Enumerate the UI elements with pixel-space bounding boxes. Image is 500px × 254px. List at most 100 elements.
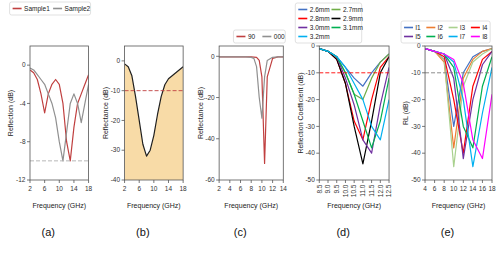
x-tick	[183, 180, 184, 183]
series-line	[425, 49, 492, 148]
legend-swatch	[331, 27, 340, 29]
x-tick	[492, 180, 493, 183]
x-tick-label: 6	[239, 185, 243, 192]
panel: -40-30-20-10026101418Frequency (GHz)Refl…	[102, 46, 187, 238]
legend-swatch	[298, 36, 307, 38]
y-tick	[316, 153, 319, 154]
legend-swatch	[471, 36, 480, 38]
y-tick	[27, 141, 30, 142]
reference-line	[425, 72, 492, 73]
y-tick	[422, 72, 425, 73]
y-tick-label: -40	[205, 135, 215, 142]
x-tick-label: 12.0	[377, 184, 384, 197]
area-fill	[125, 64, 184, 180]
legend-label: l1	[416, 24, 421, 31]
legend-swatch	[404, 27, 413, 29]
y-axis-label: RL (dB)	[402, 101, 410, 125]
x-tick-label: 12	[460, 185, 468, 192]
legend-swatch	[298, 27, 307, 29]
figure: -12-8-4026101418Frequency (GHz)Reflectio…	[0, 0, 500, 254]
series-line	[30, 68, 89, 161]
y-axis-label: Reflectance (dB)	[197, 87, 205, 139]
y-axis-label: Reflection Coefficient (dB)	[297, 72, 305, 153]
y-tick	[422, 46, 425, 47]
series-line	[219, 57, 283, 164]
x-tick	[328, 180, 329, 183]
x-tick-label: 10	[150, 185, 158, 192]
y-tick	[216, 138, 219, 139]
plot-data	[319, 49, 389, 164]
legend: Sample1 Sample2	[10, 2, 91, 15]
x-tick-label: 10	[258, 185, 266, 192]
x-tick	[73, 180, 74, 183]
x-tick	[168, 180, 169, 183]
y-tick-label: -30	[411, 123, 421, 130]
legend-label: 2.7mm	[343, 6, 363, 13]
x-axis-label: Frequency (GHz)	[32, 202, 86, 210]
plot-area	[319, 46, 389, 180]
y-tick-label: 0	[116, 57, 120, 64]
legend-label: l3	[460, 24, 465, 31]
y-tick-label: 0	[22, 61, 26, 68]
panel-label: (a)	[42, 226, 55, 238]
x-tick	[261, 180, 262, 183]
legend-label: 2.8mm	[310, 15, 330, 22]
x-axis-label: Frequency (GHz)	[327, 202, 381, 210]
x-tick	[30, 180, 31, 183]
x-tick	[354, 180, 355, 183]
legend-label: Sample2	[65, 5, 91, 13]
y-tick-label: -20	[411, 96, 421, 103]
plot-frame	[425, 46, 492, 180]
x-tick-label: 12	[269, 185, 277, 192]
y-tick-label: -20	[205, 94, 215, 101]
x-tick	[229, 180, 230, 183]
panel: -12-8-4026101418Frequency (GHz)Reflectio…	[7, 2, 92, 238]
y-tick	[122, 150, 125, 151]
y-tick-label: -20	[111, 117, 121, 124]
legend-label: l2	[438, 24, 443, 31]
series-line	[319, 49, 389, 154]
x-tick	[124, 180, 125, 183]
x-tick-label: 10	[56, 185, 64, 192]
legend-box	[233, 30, 285, 43]
x-tick-label: 10.0	[342, 184, 349, 197]
x-tick-label: 12.5	[385, 184, 392, 197]
y-tick-label: 0	[311, 42, 315, 49]
y-tick	[422, 126, 425, 127]
series-line	[319, 49, 389, 148]
x-tick	[345, 180, 346, 183]
legend-swatch	[262, 36, 271, 38]
legend-label: 2.6mm	[310, 6, 330, 13]
legend-label: 90	[248, 33, 256, 40]
panel-label: (b)	[136, 226, 149, 238]
x-tick-label: 4	[423, 185, 427, 192]
y-tick-label: -10	[305, 69, 315, 76]
legend-label: 000	[274, 33, 285, 40]
plot-frame	[125, 46, 184, 180]
x-tick-label: 2	[28, 185, 32, 192]
legend-swatch	[298, 18, 307, 20]
y-tick	[216, 180, 219, 181]
legend-label: 2.9mm	[343, 15, 363, 22]
legend-label: Sample1	[24, 5, 50, 13]
y-tick-label: -12	[16, 176, 26, 183]
legend-swatch	[236, 36, 245, 38]
y-tick-label: -40	[411, 149, 421, 156]
legend-swatch	[13, 8, 22, 10]
y-tick-label: -40	[305, 149, 315, 156]
plot-frame	[219, 46, 283, 180]
x-tick	[472, 180, 473, 183]
x-tick-label: 6	[43, 185, 47, 192]
y-tick	[316, 99, 319, 100]
panel: -50-40-30-20-1008.59.09.510.010.511.011.…	[295, 3, 392, 238]
series-line	[425, 49, 492, 159]
x-axis-label: Frequency (GHz)	[224, 202, 278, 210]
series-line	[425, 49, 492, 154]
plot-data	[425, 49, 492, 167]
x-tick	[362, 180, 363, 183]
x-tick-label: 16	[479, 185, 487, 192]
series-line	[425, 49, 492, 167]
y-tick-label: -50	[411, 176, 421, 183]
y-tick	[422, 180, 425, 181]
x-tick-label: 8	[442, 185, 446, 192]
